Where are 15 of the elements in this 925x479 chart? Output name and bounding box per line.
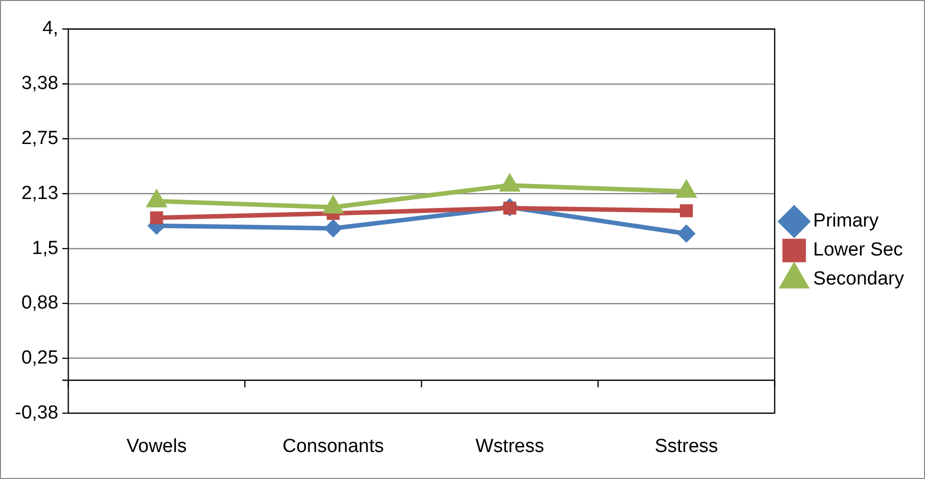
- legend-label: Secondary: [813, 268, 904, 290]
- y-tick-label: 0,25: [21, 348, 58, 369]
- x-tick-label: Vowels: [126, 436, 187, 457]
- y-tick-label: 2,13: [21, 182, 58, 204]
- y-tick-label: 3,38: [21, 73, 58, 94]
- x-tick-label: Wstress: [475, 436, 544, 457]
- y-tick-label: -0,38: [14, 402, 58, 424]
- x-tick-label: Consonants: [282, 436, 384, 457]
- y-tick-label: 2,75: [21, 128, 58, 150]
- y-tick-label: 0,88: [21, 292, 58, 314]
- x-tick-label: Sstress: [654, 436, 718, 457]
- y-tick-label: 1,5: [32, 238, 58, 259]
- legend-label: Primary: [813, 210, 880, 232]
- legend-label: Lower Sec: [813, 240, 903, 261]
- y-tick-label: 4,: [42, 18, 58, 40]
